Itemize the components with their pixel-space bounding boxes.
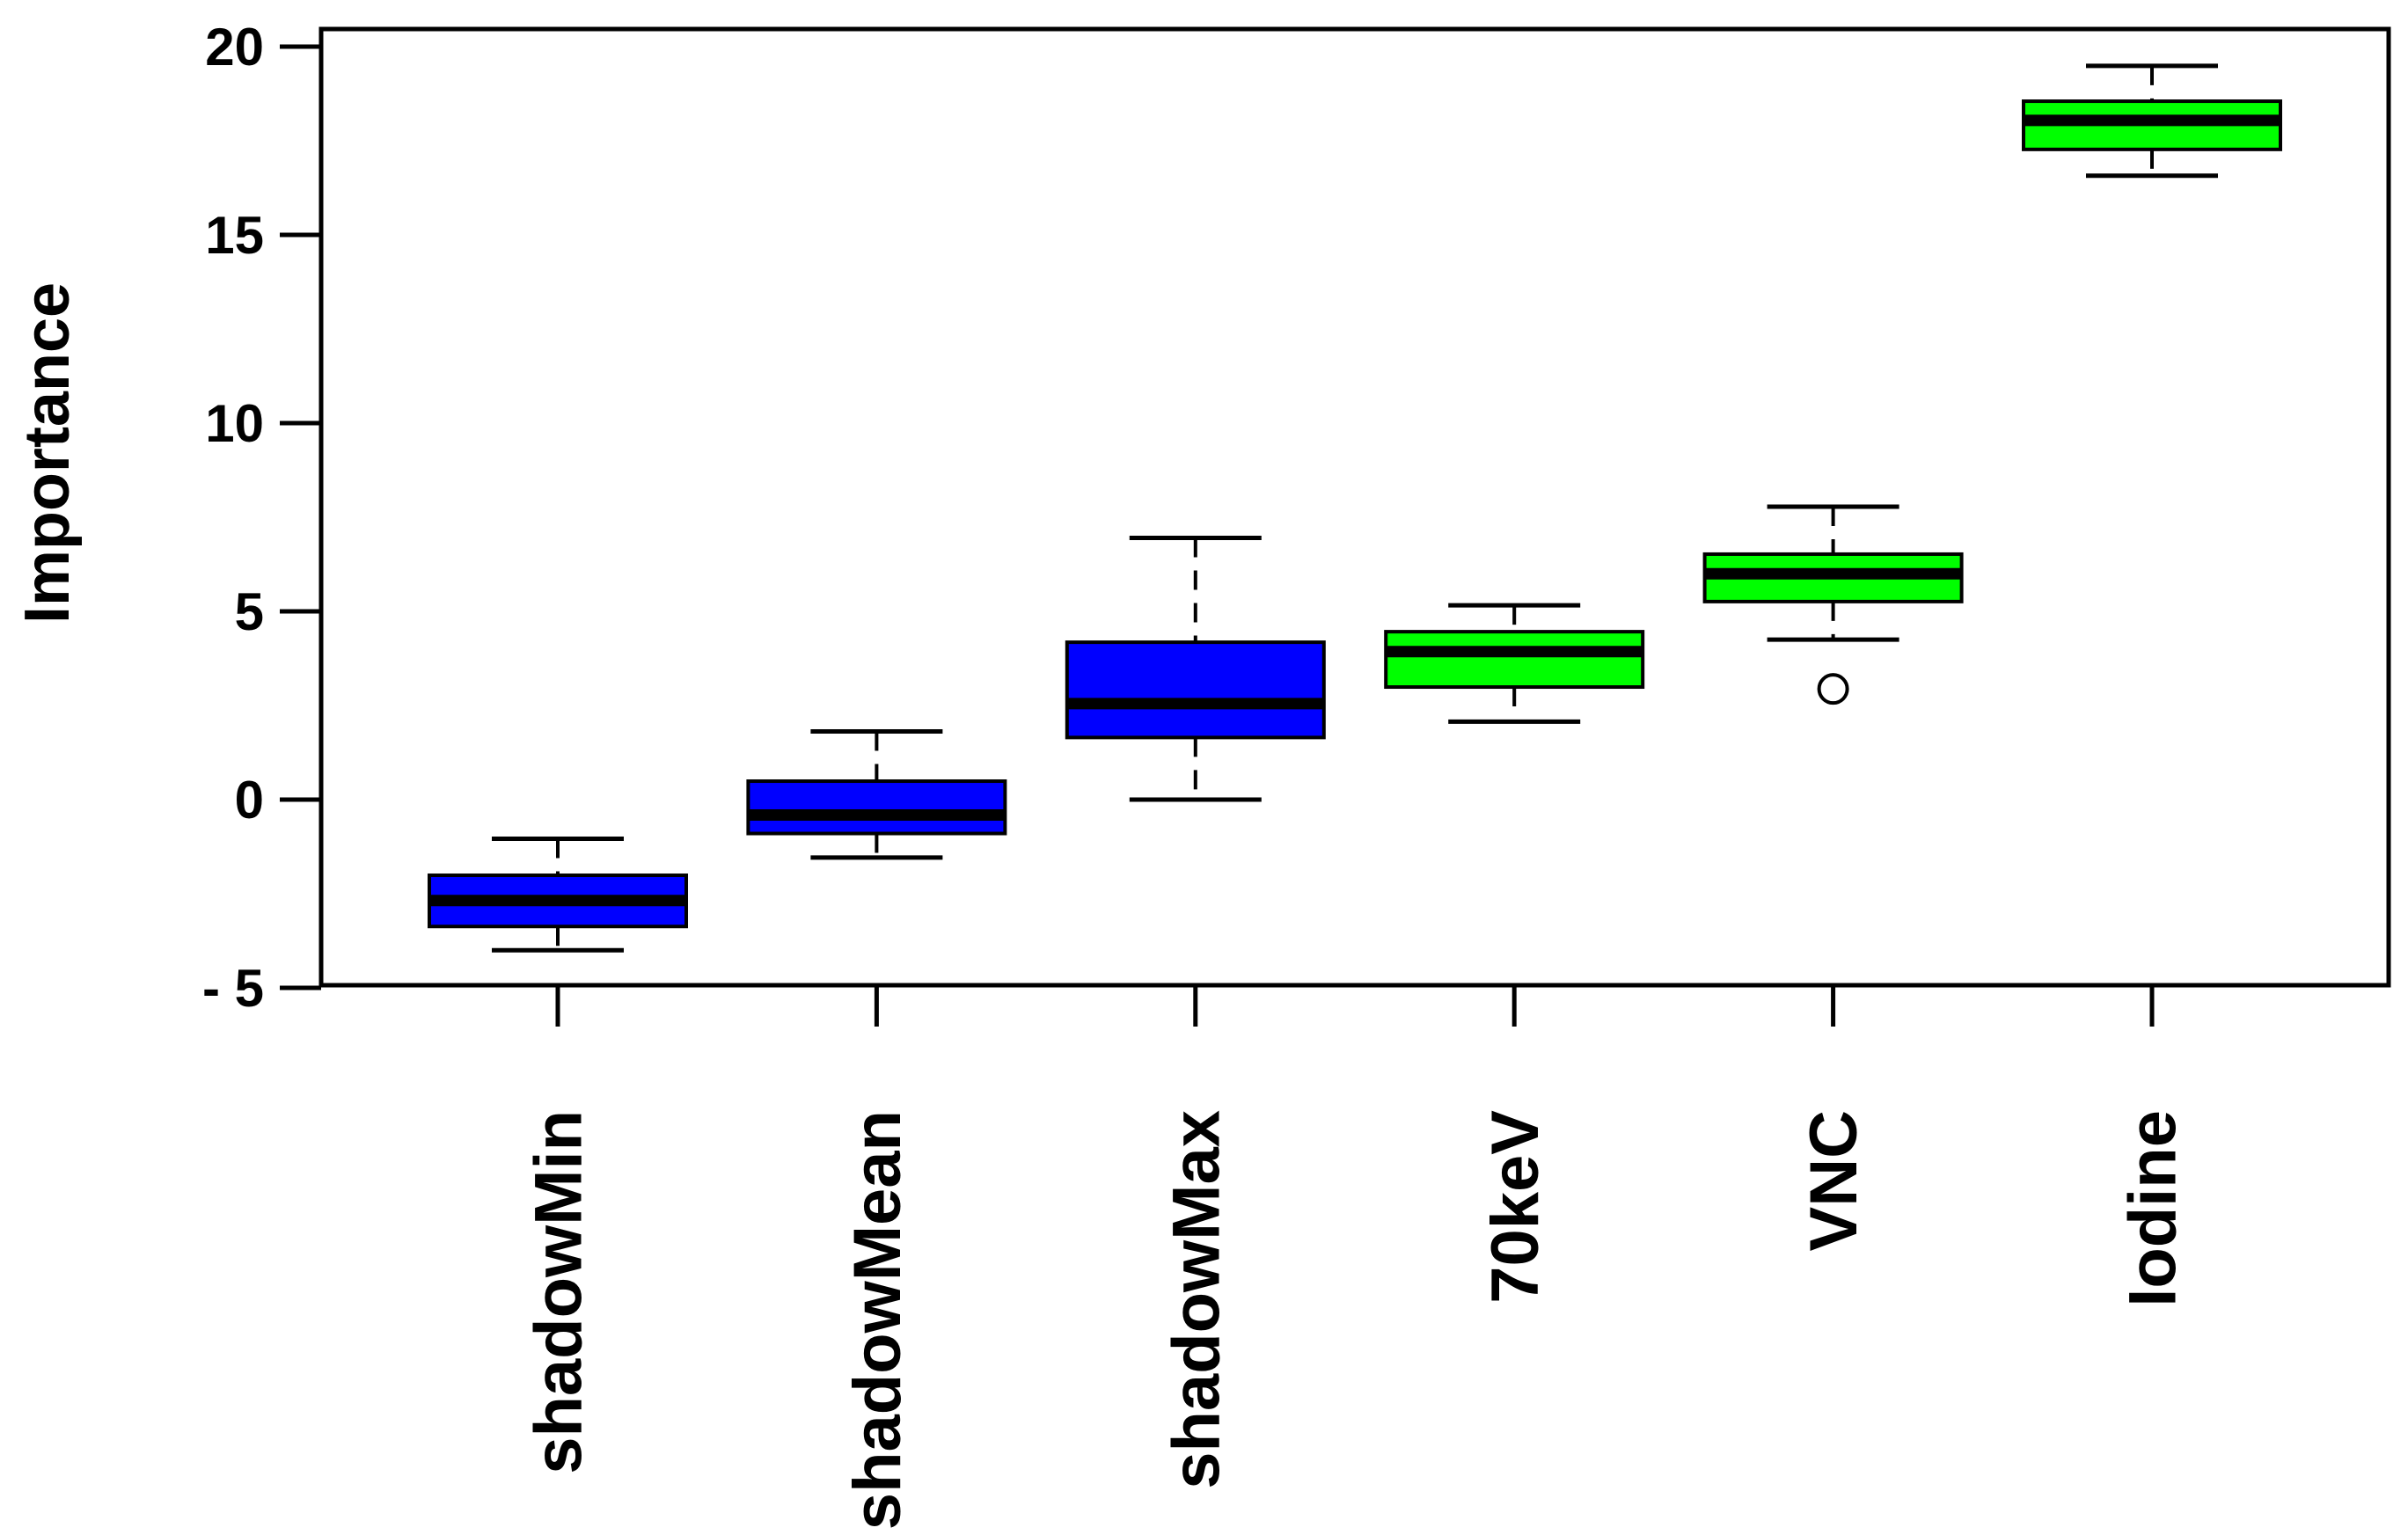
box-rect xyxy=(1384,630,1645,690)
plot-frame xyxy=(318,26,2391,988)
x-axis-category-label: VNC xyxy=(1797,1110,1871,1251)
box-rect xyxy=(1065,640,1326,740)
boxplot-shadowmin xyxy=(428,837,688,953)
x-axis-category-label: shadowMax xyxy=(1159,1110,1233,1489)
x-axis-category-label: shadowMin xyxy=(522,1110,597,1474)
box-rect xyxy=(746,779,1007,836)
y-axis-tick-label: 5 xyxy=(235,582,264,641)
boxplot-shadowmax xyxy=(1065,536,1326,802)
x-axis-category-label: Iodine xyxy=(2116,1110,2191,1307)
y-axis-tick-label: - 5 xyxy=(202,959,264,1018)
x-axis-category-label: 70keV xyxy=(1478,1110,1553,1304)
y-axis-tick-label: 15 xyxy=(205,206,264,265)
boxplot-iodine xyxy=(2022,63,2282,179)
y-axis-title: Importance xyxy=(12,282,83,624)
y-axis-tick-label: 10 xyxy=(205,394,264,453)
y-axis-tick-label: 0 xyxy=(235,771,264,830)
y-axis-tick-label: 20 xyxy=(205,18,264,77)
x-axis-category-label: shadowMean xyxy=(840,1110,915,1530)
boxplot-shadowmean xyxy=(746,729,1007,860)
boxplot-vnc xyxy=(1702,504,1964,705)
outlier-point xyxy=(1817,673,1849,705)
boxplot-70kev xyxy=(1384,603,1645,724)
plot-layer: 20 15 10 5 0 - 5 shadowMin shadowMean shadowMax 7… xyxy=(202,18,2391,1530)
